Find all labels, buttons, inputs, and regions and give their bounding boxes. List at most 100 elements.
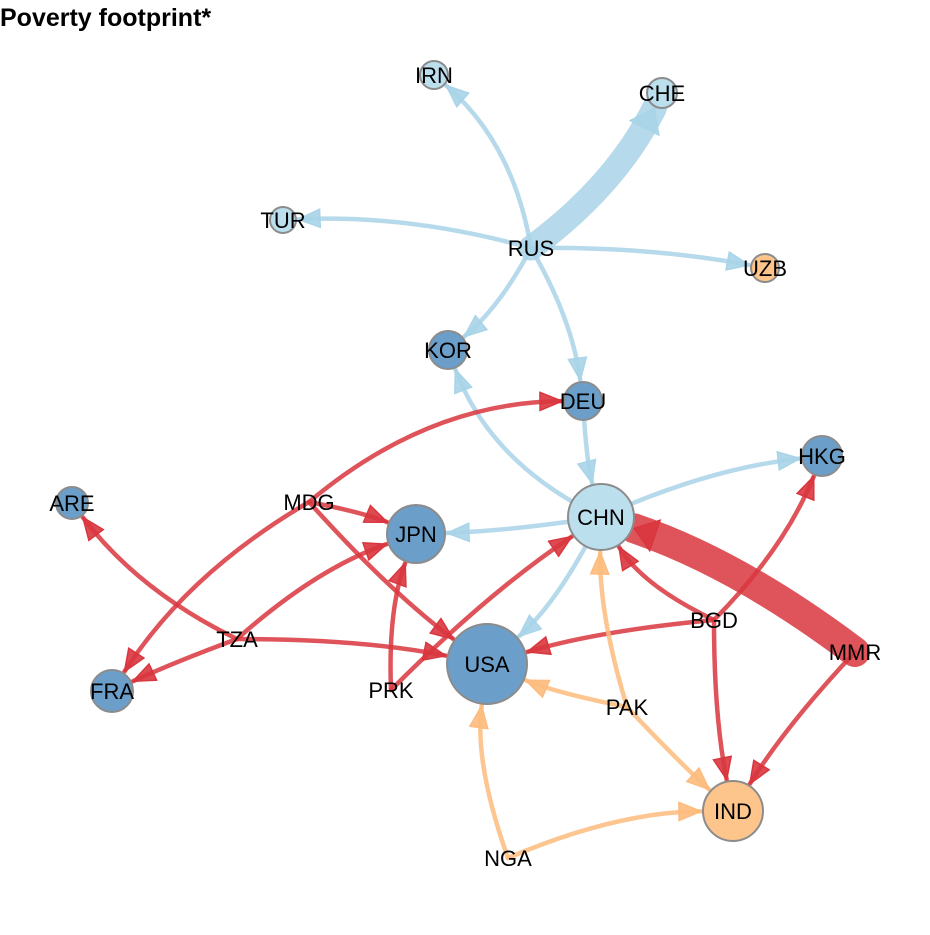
diagram-title: Poverty footprint* [0,4,212,32]
edge-rus-tur [295,208,534,251]
edge-arrowhead [632,519,662,553]
edge-arrowhead [678,801,703,822]
edge-pak-usa [523,678,630,710]
edge-line [295,216,534,251]
edge-bgd-ind [711,617,733,782]
edge-arrowhead [795,474,815,502]
edge-pak-ind [624,704,712,792]
node-usa [446,623,528,705]
edge-arrowhead [453,367,473,395]
edge-line [619,513,870,667]
edge-rus-deu [528,245,588,383]
edge-arrowhead [776,450,803,471]
node-label-chn: CHN [577,505,625,530]
node-label-pak: PAK [606,695,649,720]
node-label-mdg: MDG [283,490,334,515]
node-label-jpn: JPN [395,522,437,547]
edge-arrowhead [468,703,489,730]
node-tur [269,206,297,234]
edge-line [505,809,704,861]
node-uzb [750,253,780,283]
edge-arrowhead [517,613,543,638]
edge-tza-usa [234,636,449,662]
edge-mmr-ind [747,649,858,787]
edge-arrowhead [462,314,489,338]
node-label-fra: FRA [90,679,134,704]
edge-mdg-deu [306,391,565,505]
edge-pak-chn [589,549,630,710]
edge-tza-are [80,515,240,642]
node-label-uzb: UZB [743,256,787,281]
node-label-ind: IND [714,799,752,824]
edge-line [443,83,534,251]
node-hkg [801,435,843,477]
node-label-rus: RUS [508,236,554,261]
node-label-hkg: HKG [798,444,846,469]
edge-arrowhead [296,208,322,229]
edge-rus-kor [461,245,534,339]
edge-arrowhead [131,662,158,683]
node-irn [419,60,449,90]
edge-nga-usa [468,703,511,861]
edge-line [122,499,312,674]
node-chn [567,483,635,551]
edge-prk-jpn [387,560,408,693]
edge-arrowhead [628,107,660,137]
node-label-usa: USA [464,652,510,677]
edge-rus-che [518,95,667,261]
edge-arrowhead [523,679,551,699]
edge-mmr-chn [619,513,870,667]
edge-arrowhead [685,766,711,791]
edge-bgd-hkg [711,474,816,623]
edge-bgd-chn [616,544,717,623]
edge-arrowhead [725,250,752,271]
node-deu [563,381,603,421]
node-che [646,77,678,109]
edge-tza-jpn [234,541,389,642]
edge-mdg-jpn [306,499,390,525]
edge-line [711,617,729,782]
edge-arrowhead [387,561,407,588]
edge-bgd-usa [524,617,717,656]
edge-arrowhead [539,391,564,412]
edge-tza-fra [130,636,240,684]
edge-arrowhead [617,545,640,572]
edge-line [388,534,575,693]
node-label-tza: TZA [216,627,258,652]
edge-line [524,617,717,655]
edge-rus-uzb [528,245,752,271]
edge-arrowhead [362,504,390,523]
node-fra [90,669,134,713]
node-label-prk: PRK [368,678,414,703]
edge-prk-chn [388,534,575,693]
node-jpn [386,504,446,564]
node-are [55,486,89,520]
edge-nga-ind [505,801,704,861]
labels-layer: IRN CHE TUR RUS UZB KOR DEU HKG ARE MDG JPN CHN TZA B… [49,63,881,871]
edge-arrowhead [81,515,105,542]
edge-line [518,95,667,261]
edge-arrowhead [445,522,471,543]
edge-line [528,245,752,268]
node-label-mmr: MMR [829,640,882,665]
edge-arrowhead [567,356,588,383]
edge-arrowhead [576,458,597,486]
node-ind [702,780,764,842]
node-label-are: ARE [49,491,94,516]
edge-arrowhead [589,550,610,575]
edge-rus-irn [443,83,534,251]
edge-arrowhead [361,542,389,562]
edge-mdg-fra [122,499,312,674]
edge-arrowhead [547,535,574,558]
edges-layer [80,83,870,861]
edge-line [234,636,449,658]
node-label-deu: DEU [560,389,606,414]
edge-arrowhead [748,759,771,786]
nodes-layer [55,60,843,842]
node-kor [428,330,468,370]
node-label-kor: KOR [424,338,472,363]
edge-line [306,398,565,505]
edge-line [747,649,858,787]
